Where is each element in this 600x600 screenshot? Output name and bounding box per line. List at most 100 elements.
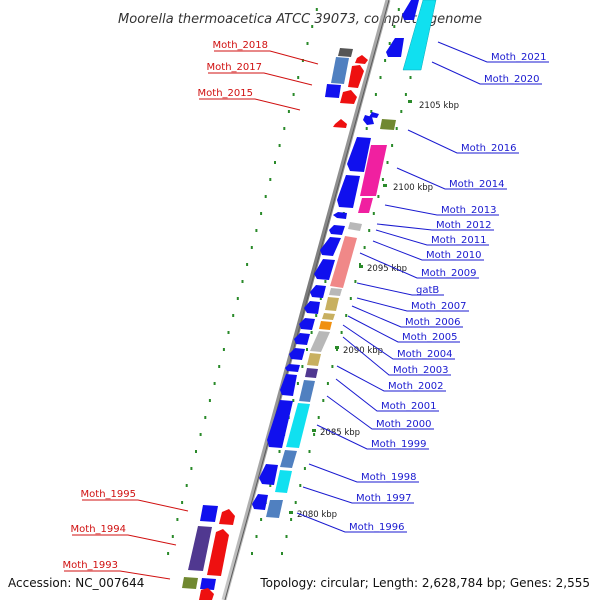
gene-moth-2013-arrow[interactable] [337,175,360,208]
guide-dot [322,399,325,402]
gene-label-text: Moth_1994 [71,524,126,535]
gene-moth-2008-arrow[interactable] [314,259,335,280]
gene-label-moth-2021[interactable]: Moth_2021 [437,41,549,63]
cds-moth-2004[interactable] [310,331,330,352]
gene-label-moth-2013[interactable]: Moth_2013 [384,204,499,216]
leader-line [431,61,542,85]
gene-label-text: Moth_2015 [198,88,253,99]
leader-line [342,324,455,360]
right-label-group: Moth_2021 Moth_2020 Moth_2016 Moth_2014 Moth… [296,41,549,533]
guide-dot [292,93,295,96]
gene-label-moth-1996[interactable]: Moth_1996 [296,512,407,533]
cds-moth-2007[interactable] [325,297,339,311]
gene-label-moth-2017[interactable]: Moth_2017 [207,62,313,86]
leader-line [372,240,484,261]
cds-moth-1999[interactable] [286,403,310,448]
tick-2090: 2090 kbp [335,346,383,356]
gene-moth-2000-arrow[interactable] [267,400,293,448]
gene-moth-2006-arrow[interactable] [304,301,320,314]
gene-moth-2015-small[interactable] [333,119,347,128]
gene-moth-2002-arrow[interactable] [280,374,297,396]
cds-moth-2006[interactable] [322,313,335,320]
gene-moth-2020-top-arrow[interactable] [402,0,419,20]
gene-moth-1994-block[interactable] [188,526,212,571]
gene-moth-2014-arrow[interactable] [347,137,371,172]
gene-moth-2015-blue[interactable] [325,84,341,98]
leader-line [384,204,499,216]
gene-moth-1993-red[interactable] [199,588,214,600]
cds-moth-2016-olive[interactable] [380,119,396,130]
cds-moth-2011[interactable] [348,222,362,231]
gene-moth-2004b-arrow[interactable] [289,348,305,360]
gene-moth-1995-red[interactable] [219,509,235,525]
cds-moth-1997[interactable] [275,470,292,493]
gene-moth-1995-blue[interactable] [200,505,218,522]
cds-moth-2003[interactable] [307,353,321,366]
gene-moth-1993-green[interactable] [182,577,198,589]
gene-label-moth-2007[interactable]: Moth_2007 [356,297,469,312]
gene-moth-2015-red[interactable] [340,90,357,104]
gene-label-moth-2010[interactable]: Moth_2010 [372,240,484,261]
gene-label-text: Moth_2004 [397,349,452,360]
gene-label-moth-2009[interactable]: Moth_2009 [359,252,479,279]
gene-label-moth-2016[interactable]: Moth_2016 [407,129,519,154]
guide-dot [208,399,211,402]
gene-moth-2017-arrow[interactable] [348,65,364,88]
gene-moth-1993-blue[interactable] [200,578,216,590]
gene-label-moth-2005[interactable]: Moth_2005 [347,315,460,343]
gene-label-moth-2014[interactable]: Moth_2014 [396,167,507,190]
gene-moth-1998-arrow[interactable] [259,464,278,485]
gene-moth-2021-arrow[interactable] [386,38,404,57]
gene-moth-2009-arrow[interactable] [320,237,341,256]
gene-moth-1994-arrow[interactable] [207,529,229,576]
gene-label-moth-1995[interactable]: Moth_1995 [81,489,189,512]
cds-moth-1996[interactable] [266,500,283,518]
gene-label-moth-2015[interactable]: Moth_2015 [198,88,301,111]
cds-moth-2016 [369,112,379,118]
gene-label-moth-1994[interactable]: Moth_1994 [71,524,177,546]
gene-moth-1997-arrow[interactable] [252,494,268,510]
gene-moth-2005-arrow[interactable] [299,318,315,330]
guide-dot [326,382,329,385]
gene-label-moth-1999[interactable]: Moth_1999 [316,424,429,450]
gene-label-moth-2011[interactable]: Moth_2011 [375,229,489,246]
gene-moth-2010-arrow[interactable] [329,225,345,235]
guide-dot [374,93,377,96]
cds-gatb[interactable] [329,288,342,296]
gene-moth-2012-arrow[interactable] [333,212,347,219]
gene-label-moth-2004[interactable]: Moth_2004 [342,324,455,360]
gene-moth-2016-arrow[interactable] [363,115,374,125]
cds-moth-2002[interactable] [305,368,318,378]
gene-label-moth-1998[interactable]: Moth_1998 [308,463,419,483]
gene-label-moth-2006[interactable]: Moth_2006 [351,305,463,328]
gene-moth-2018-block[interactable] [338,48,353,57]
cds-moth-2001[interactable] [299,380,315,402]
gene-label-moth-2018[interactable]: Moth_2018 [213,40,319,65]
gene-moth-2018-arrow[interactable] [355,55,368,64]
gene-label-moth-1997[interactable]: Moth_1997 [302,486,414,504]
leader-line [64,570,171,580]
gene-moth-2007-arrow[interactable] [310,285,326,298]
gene-moth-2003-arrow[interactable] [285,364,300,372]
guide-dot [213,382,216,385]
gene-label-moth-2003[interactable]: Moth_2003 [342,336,451,376]
gene-label-moth-2020[interactable]: Moth_2020 [431,61,542,85]
cds-moth-2014-block[interactable] [360,145,387,196]
cds-moth-2005[interactable] [319,321,332,330]
cds-moth-2013-block[interactable] [358,198,373,213]
gene-label-moth-2002[interactable]: Moth_2002 [336,365,446,392]
gene-label-moth-2001[interactable]: Moth_2001 [335,378,439,412]
gene-label-moth-2012[interactable]: Moth_2012 [376,220,494,231]
leader-line [214,50,319,65]
gene-label-gatb[interactable]: gatB [356,282,444,296]
gene-moth-2017-block[interactable] [331,57,349,84]
cds-moth-2021[interactable] [402,0,437,71]
guide-dot [331,365,334,368]
gene-label-text: Moth_2001 [381,401,436,412]
gene-moth-2004-arrow[interactable] [294,333,310,345]
cds-moth-2009-block[interactable] [330,236,357,288]
cds-moth-1998[interactable] [280,450,297,468]
guide-dot [345,314,348,317]
gene-label-moth-1993[interactable]: Moth_1993 [63,560,171,580]
gene-label-moth-2000[interactable]: Moth_2000 [326,395,434,430]
